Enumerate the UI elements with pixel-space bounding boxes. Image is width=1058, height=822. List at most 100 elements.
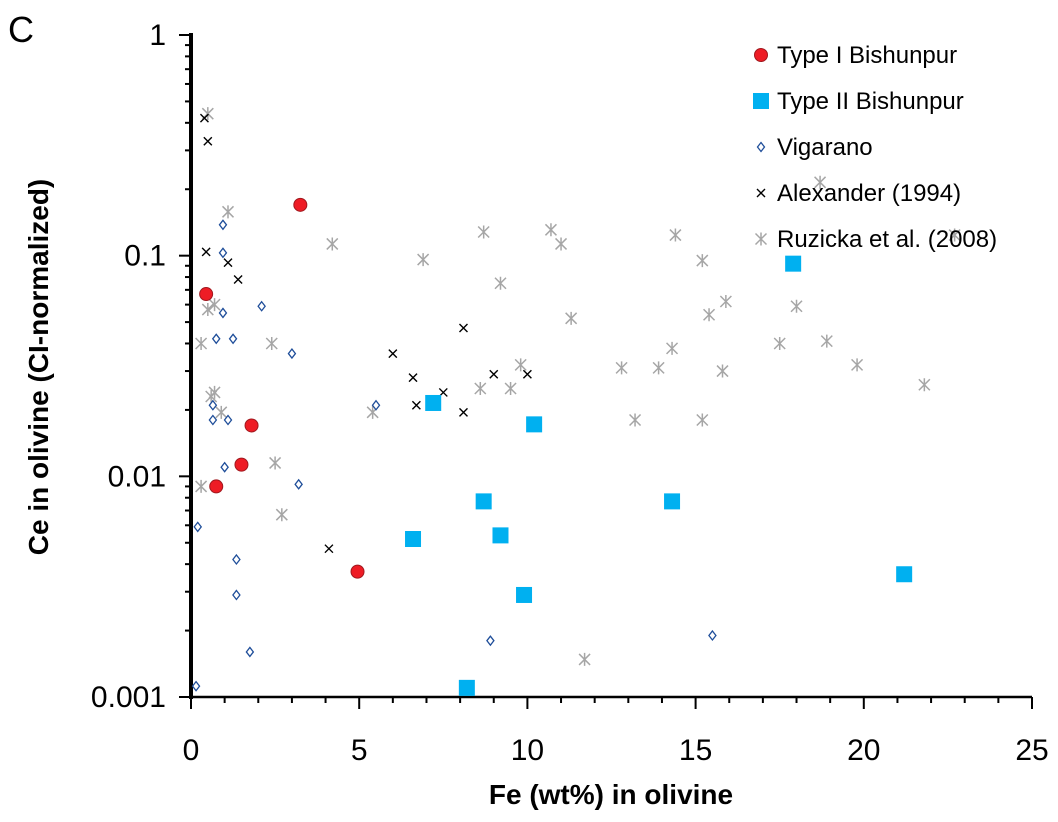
y-tick-label: 0.001: [91, 681, 166, 714]
data-point: [703, 308, 716, 322]
plot-area: [191, 107, 961, 696]
data-point: [293, 197, 308, 212]
data-point: [851, 358, 864, 372]
data-point: [193, 521, 203, 533]
data-point: [232, 589, 241, 601]
x-tick-label: 10: [511, 734, 544, 767]
data-point: [494, 276, 507, 290]
data-point: [708, 629, 717, 642]
data-point: [195, 479, 208, 493]
data-point: [201, 303, 214, 317]
data-point: [203, 136, 213, 146]
data-point: [555, 237, 568, 251]
data-point: [371, 399, 381, 411]
data-point: [195, 336, 208, 350]
data-point: [220, 461, 229, 473]
data-point: [245, 646, 255, 658]
data-point: [918, 378, 931, 392]
data-point: [544, 223, 557, 237]
data-point: [516, 586, 533, 603]
data-point: [191, 680, 201, 692]
data-point: [201, 247, 211, 257]
data-point: [269, 456, 282, 470]
series-x: [199, 113, 532, 554]
data-point: [223, 258, 233, 268]
x-tick-label: 25: [1015, 734, 1048, 767]
legend-item: Type II Bishunpur: [753, 88, 964, 115]
legend-marker: [753, 93, 769, 109]
data-point: [211, 333, 221, 345]
axes: 0 5 10 15 20 25 0.001 0.01 0.1 1: [91, 19, 1049, 767]
data-point: [223, 414, 233, 426]
data-point: [218, 307, 228, 319]
data-point: [199, 287, 214, 302]
data-point: [265, 336, 278, 350]
data-point: [477, 225, 490, 239]
legend-label: Type II Bishunpur: [777, 88, 964, 115]
legend-marker: [756, 141, 766, 153]
legend-label: Alexander (1994): [777, 180, 961, 207]
data-point: [458, 323, 468, 333]
data-point: [669, 228, 682, 242]
series-circle: [199, 197, 365, 579]
data-point: [425, 394, 442, 411]
data-point: [218, 219, 228, 231]
data-point: [785, 255, 802, 272]
x-tick-label: 15: [679, 734, 712, 767]
legend-label: Type I Bishunpur: [777, 42, 957, 69]
legend: Type I Bishunpur Type II Bishunpur Vigaran…: [753, 42, 997, 253]
data-point: [215, 405, 228, 419]
data-point: [244, 418, 259, 433]
data-point: [350, 564, 365, 579]
legend-item: Alexander (1994): [756, 180, 961, 207]
data-point: [326, 237, 339, 251]
x-tick-label: 0: [183, 734, 200, 767]
data-point: [790, 299, 803, 313]
data-point: [666, 341, 679, 355]
data-point: [696, 413, 709, 427]
data-point: [257, 300, 266, 312]
data-point: [208, 298, 221, 312]
legend-item: Type I Bishunpur: [754, 42, 957, 69]
legend-marker: [756, 188, 766, 198]
data-point: [324, 544, 334, 554]
data-point: [664, 493, 681, 510]
data-point: [475, 493, 492, 510]
data-point: [504, 382, 517, 396]
data-point: [474, 382, 487, 396]
series-diamond: [191, 219, 717, 692]
data-point: [522, 369, 532, 379]
data-point: [716, 364, 729, 378]
data-point: [896, 566, 913, 583]
x-tick-label: 5: [351, 734, 368, 767]
data-point: [205, 390, 218, 404]
legend-label: Vigarano: [777, 134, 873, 161]
data-point: [820, 334, 833, 348]
data-point: [458, 679, 475, 696]
data-point: [578, 652, 591, 666]
y-tick-label: 0.1: [124, 240, 166, 273]
data-point: [408, 373, 418, 383]
x-axis-title: Fe (wt%) in olivine: [489, 779, 733, 810]
legend-item: Ruzicka et al. (2008): [754, 226, 997, 253]
data-point: [232, 553, 241, 566]
data-point: [719, 294, 732, 308]
x-tick-label: 20: [847, 734, 880, 767]
data-point: [234, 457, 249, 472]
data-point: [208, 414, 218, 426]
data-point: [209, 479, 224, 494]
data-point: [287, 348, 297, 360]
data-point: [294, 478, 303, 490]
data-point: [773, 336, 786, 350]
data-point: [489, 369, 499, 379]
legend-marker: [754, 48, 768, 62]
data-point: [221, 205, 235, 219]
legend-label: Ruzicka et al. (2008): [777, 226, 997, 253]
data-point: [814, 175, 827, 189]
data-point: [458, 407, 468, 417]
data-point: [486, 635, 495, 647]
data-point: [652, 361, 665, 375]
legend-item: Vigarano: [756, 134, 873, 161]
y-axis-title: Ce in olivine (CI-normalized): [23, 179, 54, 555]
